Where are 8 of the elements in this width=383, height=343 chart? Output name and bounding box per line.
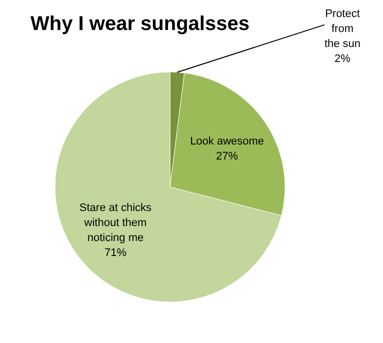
slice-label: Look awesome [190, 136, 264, 148]
data-label: 27% [216, 150, 238, 163]
data-label: 71% [104, 246, 127, 259]
data-label: 2% [334, 52, 351, 65]
chart-title: Why I wear sungalsses [30, 13, 250, 35]
slice-label: Protect from the sun [324, 8, 361, 50]
slice-label: Stare at chicks without them noticing me [79, 202, 152, 244]
pie-slice [54, 72, 282, 302]
